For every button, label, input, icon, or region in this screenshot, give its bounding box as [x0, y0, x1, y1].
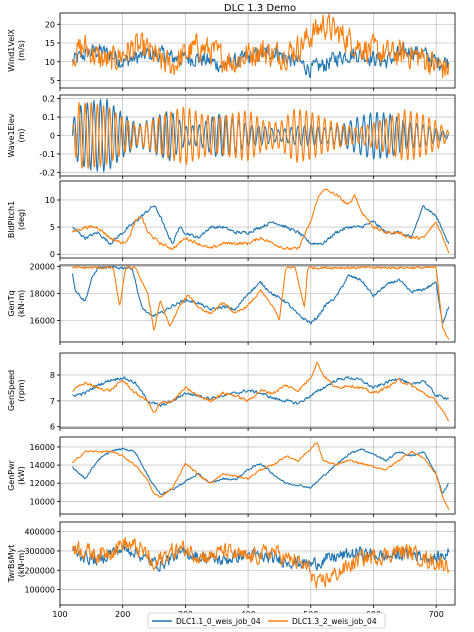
y-axis-label: TwrBsMyt(kN-m)	[7, 545, 26, 584]
y-axis-label: Wave1Elev(m)	[7, 113, 26, 157]
series-line-1	[72, 375, 450, 407]
y-tick-label: 16000	[30, 316, 55, 325]
y-tick-label: 200000	[24, 566, 55, 575]
y-axis-label-line: TwrBsMyt	[7, 545, 16, 584]
y-tick-label: 10	[45, 58, 55, 67]
series-group	[71, 98, 450, 173]
y-axis-label-line: (kN-m)	[17, 550, 26, 578]
series-line-1	[71, 265, 450, 325]
series-group	[71, 536, 450, 589]
y-tick-label: 0.2	[42, 95, 55, 104]
panels: 5 10 15 20 Wind1VelX(m/s) -0.2 -0.1 0 0.1 0.2 Wave…	[7, 12, 456, 619]
x-tick-label: 700	[429, 610, 444, 619]
y-axis-label: BldPitch1(deg)	[7, 201, 26, 238]
y-axis-label-line: BldPitch1	[7, 201, 16, 238]
series-line-1	[71, 98, 450, 173]
y-axis-label-line: (deg)	[17, 209, 26, 230]
series-line-2	[72, 442, 450, 510]
y-tick-label: 100000	[24, 586, 55, 595]
series-line-2	[71, 536, 450, 589]
series-line-2	[71, 101, 450, 170]
panel-4: 6 7 8 GenSpeed(rpm)	[7, 352, 456, 432]
axes-frame	[59, 180, 456, 259]
y-tick-label: 8	[50, 371, 55, 380]
legend-box	[147, 612, 386, 629]
axes-frame	[59, 352, 456, 429]
y-axis-label-line: (kN-m)	[17, 290, 26, 318]
y-tick-label: 10	[45, 196, 55, 205]
y-axis-label-line: GenPwr	[7, 459, 16, 491]
panel-5: 10000 12000 14000 16000 GenPwr(kW)	[7, 436, 456, 517]
y-tick-label: 7	[50, 397, 55, 406]
axes-frame	[59, 436, 456, 515]
series-group	[71, 13, 450, 79]
series-line-1	[72, 447, 450, 496]
y-axis-label: Wind1VelX(m/s)	[7, 29, 26, 72]
y-axis-label: GenTq(kN-m)	[7, 290, 26, 318]
series-group	[72, 188, 450, 254]
y-axis-label-line: (m)	[17, 128, 26, 142]
y-axis-label-line: Wave1Elev	[7, 113, 16, 157]
y-tick-label: 20000	[30, 262, 55, 271]
legend-label-2: DLC1.3_2_weis_job_04	[292, 617, 377, 626]
series-group	[71, 265, 450, 340]
y-tick-label: -0.2	[39, 168, 55, 177]
y-axis-label-line: (rpm)	[17, 379, 26, 401]
panel-1: -0.2 -0.1 0 0.1 0.2 Wave1Elev(m)	[7, 94, 456, 179]
legend-label-1: DLC1.1_0_weis_job_04	[176, 617, 261, 626]
x-tick-label: 200	[115, 610, 130, 619]
y-tick-label: 0.1	[42, 113, 55, 122]
axes-frame	[59, 521, 456, 606]
y-axis-label-line: (kW)	[17, 466, 26, 485]
series-line-2	[72, 361, 450, 422]
legend: DLC1.1_0_weis_job_04 DLC1.3_2_weis_job_04	[147, 612, 386, 629]
figure-title: DLC 1.3 Demo	[224, 3, 296, 14]
panel-2: 0 5 10 BldPitch1(deg)	[7, 180, 456, 261]
y-axis-label: GenSpeed(rpm)	[7, 370, 26, 411]
panel-3: 16000 18000 20000 GenTq(kN-m)	[7, 262, 456, 345]
y-tick-label: 400000	[24, 528, 55, 537]
y-tick-label: 5	[50, 223, 55, 232]
y-axis-label-line: (m/s)	[17, 40, 26, 61]
y-tick-label: 12000	[30, 479, 55, 488]
series-line-2	[72, 265, 450, 340]
series-line-2	[71, 13, 450, 79]
y-tick-label: 5	[50, 77, 55, 86]
y-axis-label-line: Wind1VelX	[7, 29, 16, 72]
y-tick-label: -0.1	[39, 150, 55, 159]
y-axis-label-line: GenTq	[7, 290, 16, 316]
y-axis-label-line: GenSpeed	[7, 370, 16, 411]
y-tick-label: 18000	[30, 289, 55, 298]
y-tick-label: 20	[45, 20, 55, 29]
x-tick-label: 100	[52, 610, 67, 619]
y-tick-label: 15	[45, 39, 55, 48]
y-tick-label: 14000	[30, 461, 55, 470]
axes-frame	[59, 12, 456, 89]
y-tick-label: 0	[50, 250, 55, 259]
y-tick-label: 6	[50, 423, 55, 432]
series-group	[72, 361, 450, 422]
panel-0: 5 10 15 20 Wind1VelX(m/s)	[7, 12, 456, 91]
series-group	[72, 442, 450, 510]
y-tick-label: 0	[50, 132, 55, 141]
y-tick-label: 16000	[30, 443, 55, 452]
y-axis-label: GenPwr(kW)	[7, 459, 26, 491]
series-line-2	[72, 188, 450, 254]
axes-frame	[59, 264, 456, 343]
y-tick-label: 10000	[30, 497, 55, 506]
y-tick-label: 300000	[24, 547, 55, 556]
